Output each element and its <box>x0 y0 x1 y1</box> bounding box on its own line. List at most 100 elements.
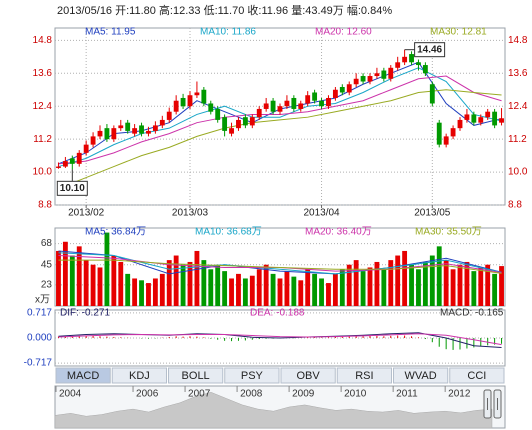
candle-body <box>374 73 380 77</box>
candle-body <box>457 119 463 129</box>
volume-bar <box>298 280 304 306</box>
volume-bar <box>305 269 311 306</box>
candle-body <box>499 118 504 123</box>
candle-body <box>83 144 89 153</box>
candle-body <box>332 89 338 98</box>
volume-bar <box>256 269 262 306</box>
indicator-tab[interactable] <box>336 367 392 384</box>
ma-line <box>58 259 502 274</box>
volume-bar <box>402 250 408 306</box>
indicator-tab[interactable] <box>393 367 449 384</box>
volume-bar <box>381 269 387 306</box>
y-tick-label-right: 11.2 <box>508 134 527 145</box>
indicator-tab-label[interactable]: CCI <box>467 370 486 382</box>
y-tick-label: 11.2 <box>33 134 52 145</box>
annotation-low: 10.10 <box>60 183 85 194</box>
volume-bar <box>111 255 117 306</box>
volume-bar <box>215 264 221 306</box>
volume-bar <box>367 267 373 306</box>
volume-bar <box>395 255 401 306</box>
candle-body <box>429 84 435 104</box>
volume-bar <box>312 273 318 306</box>
indicator-tab[interactable] <box>280 367 336 384</box>
candle-body <box>152 125 158 131</box>
y-tick-label: 23 <box>41 280 53 291</box>
indicator-tab-label[interactable]: MACD <box>67 370 99 382</box>
legend-entry: MACD: -0.165 <box>440 308 504 319</box>
navigator-year: 2010 <box>344 389 367 400</box>
volume-bar <box>242 278 248 306</box>
volume-bar <box>125 273 131 306</box>
candle-body <box>402 56 408 63</box>
indicator-tab[interactable] <box>55 367 111 384</box>
volume-bar <box>83 260 89 306</box>
volume-bar <box>478 267 484 306</box>
legend-entry: MA5: 36.84万 <box>85 227 146 238</box>
indicator-tab-label[interactable]: BOLL <box>182 370 210 382</box>
indicator-tab-label[interactable]: OBV <box>297 370 321 382</box>
candle-body <box>180 97 186 107</box>
candle-body <box>146 130 151 134</box>
volume-unit: x万 <box>35 295 50 306</box>
candle-body <box>139 125 144 134</box>
annotation-box <box>56 180 88 196</box>
volume-bar <box>360 271 366 306</box>
candle-body <box>76 152 82 164</box>
volume-bar <box>326 283 331 306</box>
legend-entry: MA10: 36.68万 <box>195 227 262 238</box>
indicator-tab-label[interactable]: KDJ <box>129 370 150 382</box>
volume-bar <box>104 232 110 306</box>
volume-bar <box>388 260 394 306</box>
volume-bar <box>194 250 200 306</box>
candle-body <box>395 62 401 68</box>
indicator-tab[interactable] <box>168 367 224 384</box>
candle-body <box>201 89 207 104</box>
candle-body <box>236 119 241 129</box>
ma-line <box>58 89 502 189</box>
volume-bar <box>332 273 338 306</box>
candle-body <box>485 111 491 118</box>
candle-body <box>284 100 290 107</box>
annotation-box <box>414 42 446 58</box>
candle-body <box>256 108 262 118</box>
candle-body <box>132 128 138 134</box>
volume-bar <box>118 261 124 306</box>
volume-bar <box>471 271 477 306</box>
volume-bar <box>499 266 504 306</box>
volume-bar <box>173 255 179 306</box>
x-tick-label: 2013/02 <box>68 208 105 219</box>
legend-entry: MA5: 11.95 <box>85 27 136 38</box>
indicator-tab[interactable] <box>111 367 167 384</box>
volume-bar <box>139 280 144 306</box>
candle-body <box>118 125 124 129</box>
candle-body <box>62 161 68 167</box>
candle-body <box>291 97 297 109</box>
volume-bar <box>249 275 255 306</box>
y-tick-label: 0.000 <box>27 333 52 344</box>
candle-body <box>159 119 165 126</box>
volume-bar <box>291 276 297 306</box>
candle-body <box>229 128 234 134</box>
indicator-tab[interactable] <box>224 367 280 384</box>
navigator-year: 2004 <box>59 389 82 400</box>
volume-bar <box>429 255 435 306</box>
indicator-tab-label[interactable]: RSI <box>355 370 373 382</box>
indicator-tab-label[interactable]: PSY <box>241 370 264 382</box>
y-tick-label: 45 <box>41 259 53 270</box>
navigator-year: 2009 <box>292 389 315 400</box>
y-tick-label: 14.8 <box>33 35 53 46</box>
volume-bar <box>374 261 380 306</box>
volume-bar <box>229 278 234 306</box>
candle-body <box>104 128 110 140</box>
legend-entry: MA10: 11.86 <box>200 27 256 38</box>
volume-bar <box>492 273 498 306</box>
volume-bar <box>457 264 463 306</box>
volume-bar <box>409 264 414 306</box>
volume-bar <box>353 260 359 306</box>
candle-body <box>326 97 331 107</box>
indicator-tab[interactable] <box>449 367 505 384</box>
indicator-tab-label[interactable]: WVAD <box>405 370 437 382</box>
candle-body <box>222 117 228 131</box>
volume-bar <box>263 264 269 306</box>
